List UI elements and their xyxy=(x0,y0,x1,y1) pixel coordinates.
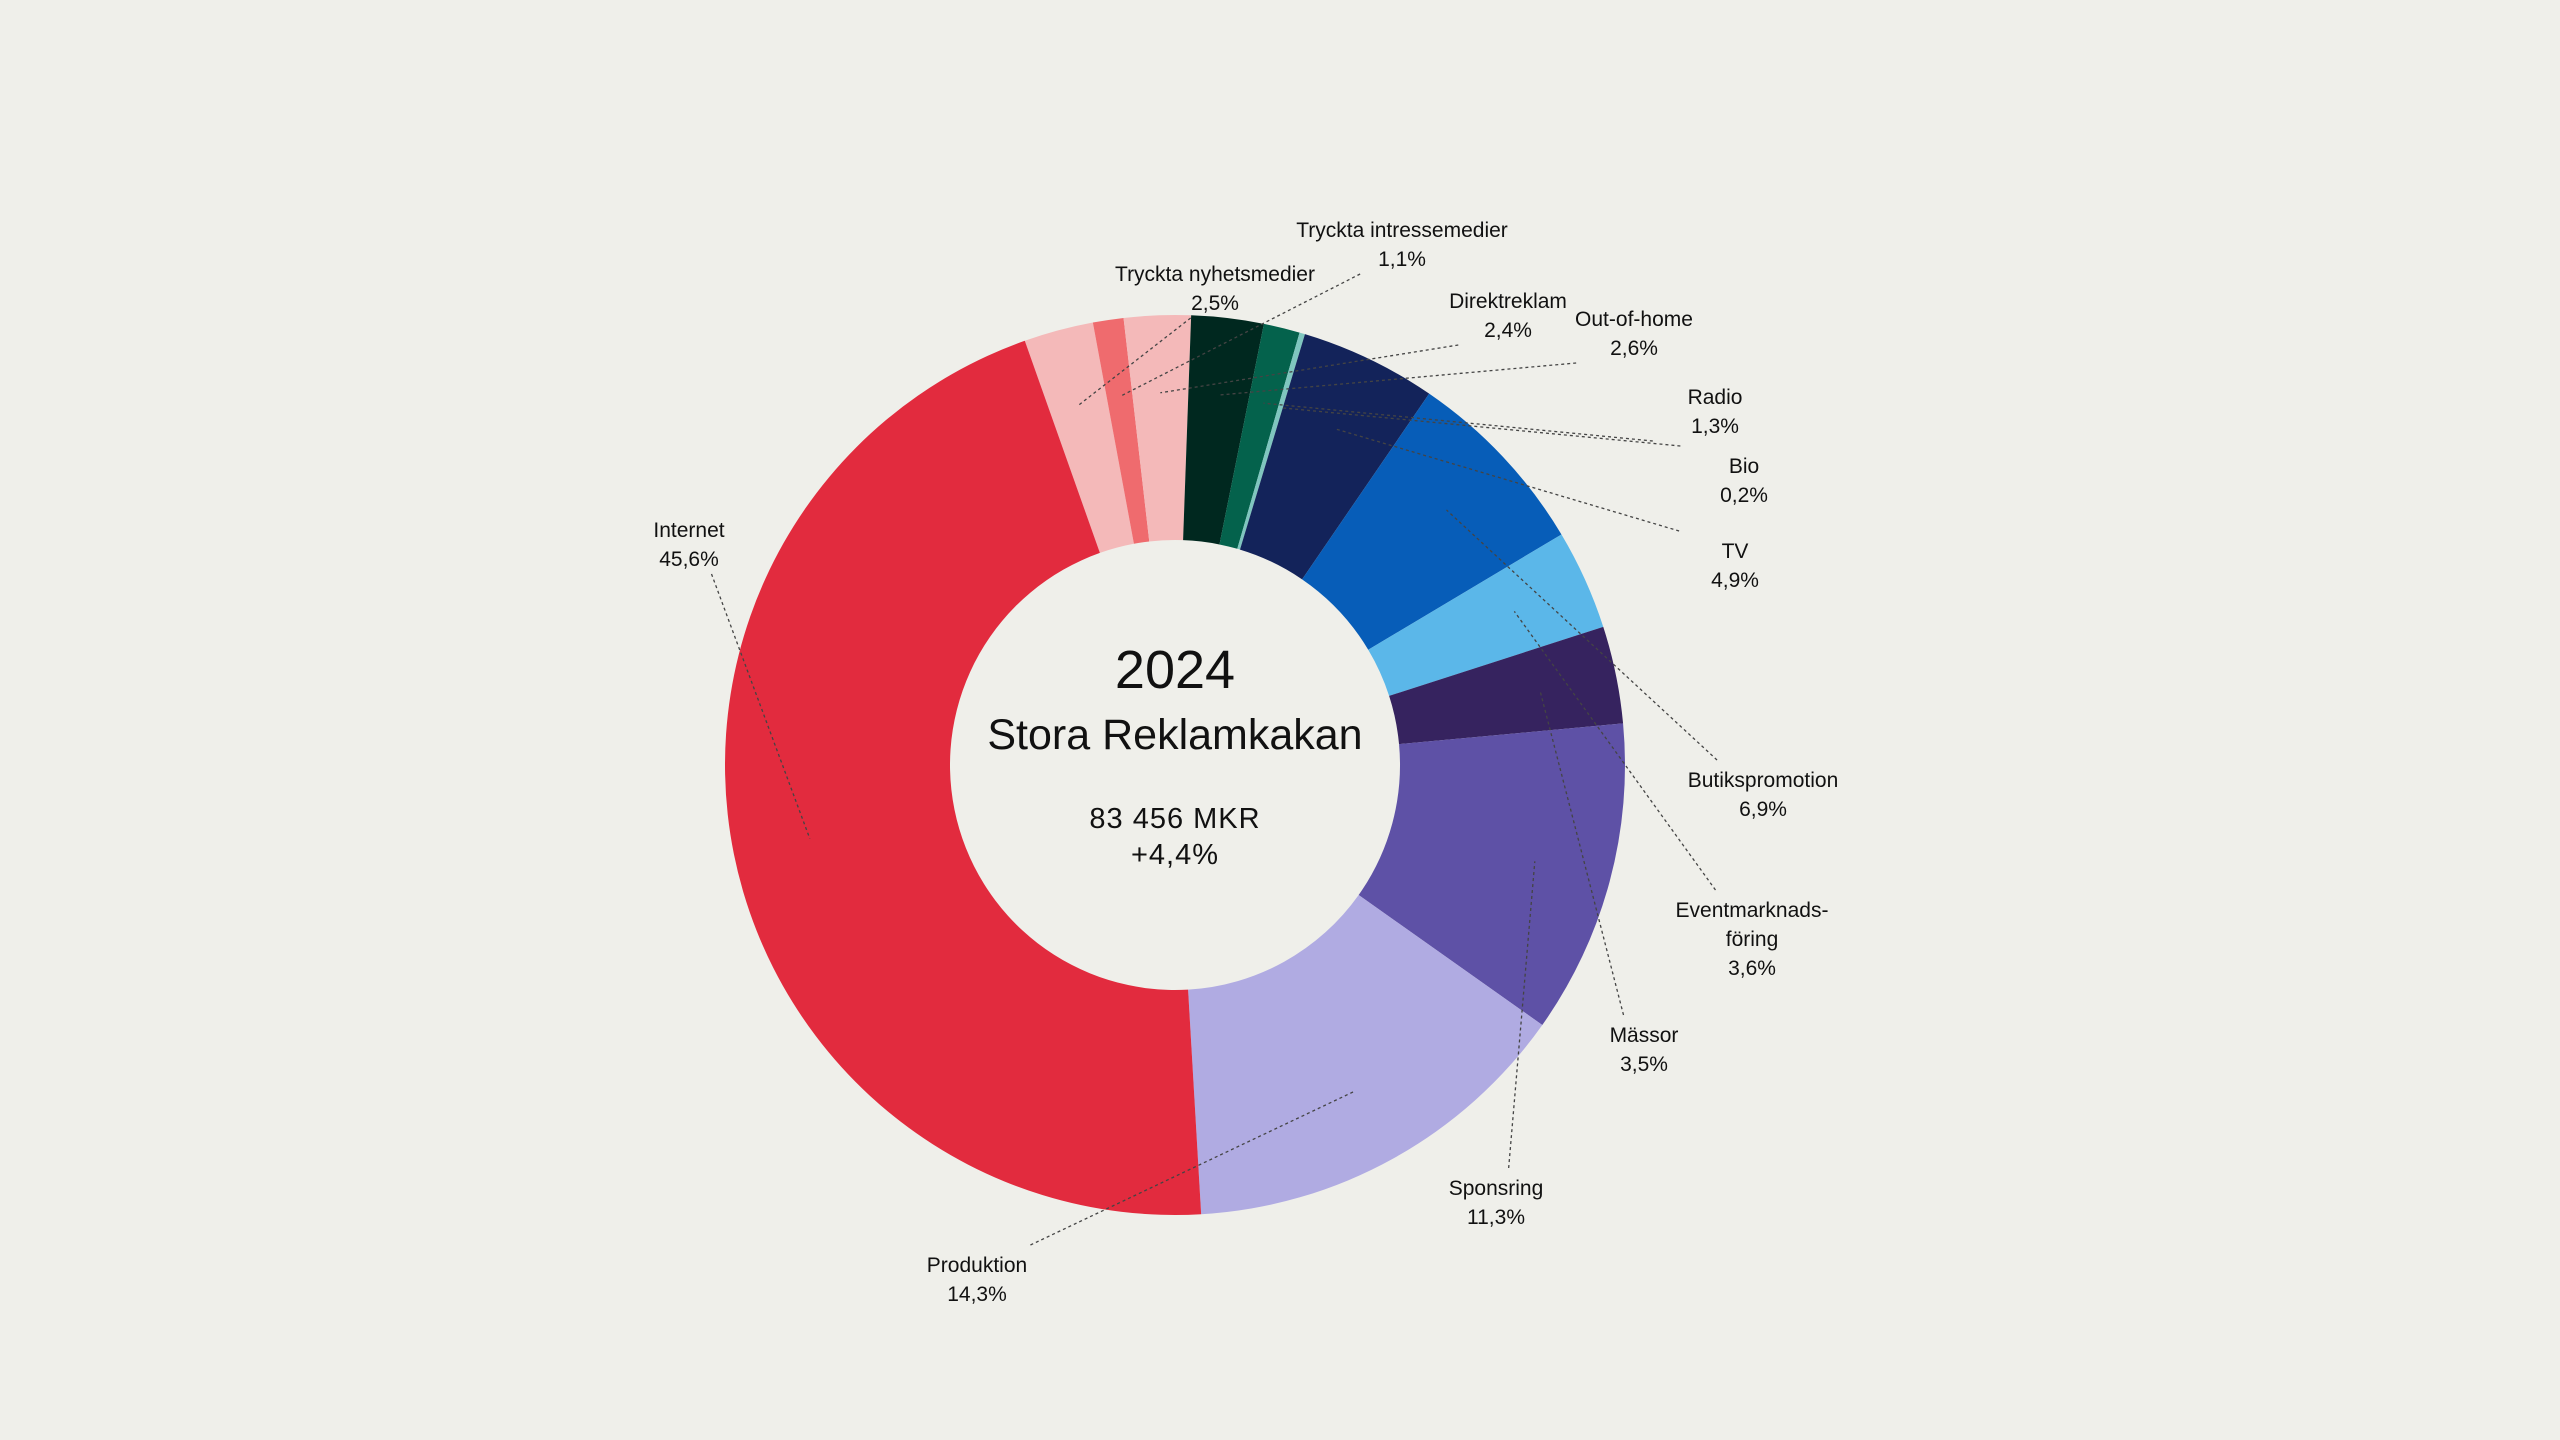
slice-label-value: 4,9% xyxy=(1711,569,1759,592)
slice-label-11: Produktion 14,3% xyxy=(827,1251,1127,1309)
slice-label-1: Tryckta intressemedier 1,1% xyxy=(1252,216,1552,274)
slice-1 xyxy=(1092,317,1150,544)
slice-9 xyxy=(1389,626,1624,745)
slice-label-2: Direktreklam 2,4% xyxy=(1358,287,1658,345)
slice-label-0: Tryckta nyhetsmedier 2,5% xyxy=(1065,260,1365,318)
slice-label-name: Radio xyxy=(1687,386,1743,409)
center-title: Stora Reklamkakan xyxy=(987,711,1363,759)
slice-label-value: 6,9% xyxy=(1739,798,1787,821)
slice-label-9: Mässor 3,5% xyxy=(1494,1021,1794,1079)
slice-label-name: Butikspromotion xyxy=(1687,769,1839,792)
slice-label-name: Internet xyxy=(653,519,725,542)
slice-label-name: Tryckta nyhetsmedier xyxy=(1115,263,1315,286)
slice-label-value: 0,2% xyxy=(1720,484,1768,507)
leader-line-2 xyxy=(1160,344,1459,394)
slice-label-value: 1,1% xyxy=(1378,248,1426,271)
slice-label-3: Out-of-home 2,6% xyxy=(1484,305,1784,363)
slice-label-name: Produktion xyxy=(926,1254,1028,1277)
leader-line-12 xyxy=(710,573,811,839)
slice-2 xyxy=(1123,315,1192,542)
slice-label-value: 3,5% xyxy=(1620,1053,1668,1076)
slice-label-value: 2,6% xyxy=(1610,337,1658,360)
slice-label-name: TV xyxy=(1721,540,1749,563)
slice-label-name: Bio xyxy=(1728,455,1760,478)
slice-label-8: Eventmarknads- föring 3,6% xyxy=(1602,896,1902,983)
slice-label-value: 45,6% xyxy=(659,548,719,571)
slice-label-value: 3,6% xyxy=(1728,957,1776,980)
slice-label-name: Sponsring xyxy=(1448,1177,1544,1200)
slice-label-value: 1,3% xyxy=(1691,415,1739,438)
slice-12 xyxy=(725,340,1202,1215)
leader-line-5 xyxy=(1280,407,1681,447)
slice-label-value: 11,3% xyxy=(1467,1206,1525,1229)
slice-label-name: Tryckta intressemedier xyxy=(1296,219,1508,242)
slice-0 xyxy=(1024,322,1134,553)
slice-4 xyxy=(1219,323,1300,549)
slice-10 xyxy=(1358,723,1625,1025)
slice-label-value: 2,4% xyxy=(1484,319,1532,342)
slice-label-name: Out-of-home xyxy=(1575,308,1693,331)
slice-label-4: Radio 1,3% xyxy=(1565,383,1865,441)
slice-label-value: 2,5% xyxy=(1191,292,1239,315)
slice-label-name: Eventmarknads- föring xyxy=(1675,899,1829,951)
center-change: +4,4% xyxy=(1130,839,1220,871)
slice-5 xyxy=(1237,332,1305,550)
leader-lines xyxy=(710,273,1718,1246)
slice-label-7: Butikspromotion 6,9% xyxy=(1613,766,1913,824)
slice-label-name: Direktreklam xyxy=(1449,290,1567,313)
slice-8 xyxy=(1368,534,1604,696)
leader-line-7 xyxy=(1446,509,1718,761)
leader-line-4 xyxy=(1263,402,1653,442)
center-year: 2024 xyxy=(1114,640,1236,700)
center-total: 83 456 MKR xyxy=(1089,803,1261,835)
slice-label-value: 14,3% xyxy=(947,1283,1007,1306)
slice-label-name: Mässor xyxy=(1609,1024,1679,1047)
slice-label-6: TV 4,9% xyxy=(1585,537,1885,595)
slice-6 xyxy=(1239,334,1430,580)
slice-7 xyxy=(1302,393,1562,650)
slice-3 xyxy=(1183,315,1264,545)
slice-label-12: Internet 45,6% xyxy=(539,516,839,574)
leader-line-1 xyxy=(1119,273,1361,398)
donut-slices xyxy=(725,315,1625,1215)
slice-label-5: Bio 0,2% xyxy=(1594,452,1894,510)
leader-line-9 xyxy=(1539,689,1625,1016)
slice-11 xyxy=(1188,894,1543,1215)
slice-label-10: Sponsring 11,3% xyxy=(1346,1174,1646,1232)
